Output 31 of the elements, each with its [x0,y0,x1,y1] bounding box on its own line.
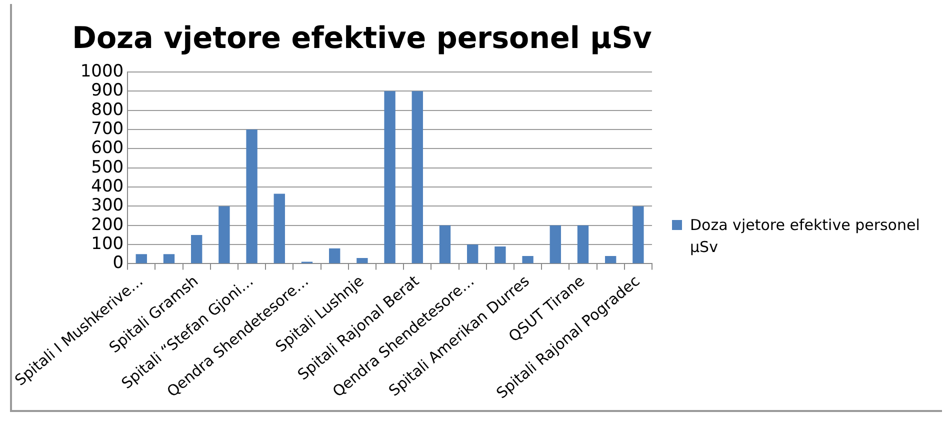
bar [136,254,147,264]
bar [550,225,561,264]
y-tick-label: 700 [91,118,124,139]
bar [577,225,589,264]
y-tick-label: 100 [91,234,124,254]
bar [632,206,644,264]
bar [246,130,258,264]
y-tick-label: 800 [91,100,124,120]
bar [329,248,340,264]
y-tick-label: 400 [91,176,124,196]
y-tick-label: 500 [91,157,124,178]
bar [163,254,175,264]
y-tick-label: 600 [91,138,124,158]
bar [605,256,616,264]
bar [494,246,506,264]
bar [191,234,202,264]
y-tick-label: 1000 [80,61,124,82]
legend-label: Doza vjetore efektive personel µSv [690,215,921,258]
bar [218,206,230,264]
bar [439,225,451,264]
y-tick-label: 300 [91,196,124,216]
chart-title: Doza vjetore efektive personel µSv [72,19,652,55]
bar [467,244,478,264]
bar [412,91,423,264]
bar [384,91,396,264]
bar [274,194,285,264]
y-tick-label: 200 [91,214,124,235]
bar [522,256,534,264]
y-tick-label: 0 [112,253,124,274]
bar [356,258,368,264]
y-tick-label: 900 [91,80,124,101]
